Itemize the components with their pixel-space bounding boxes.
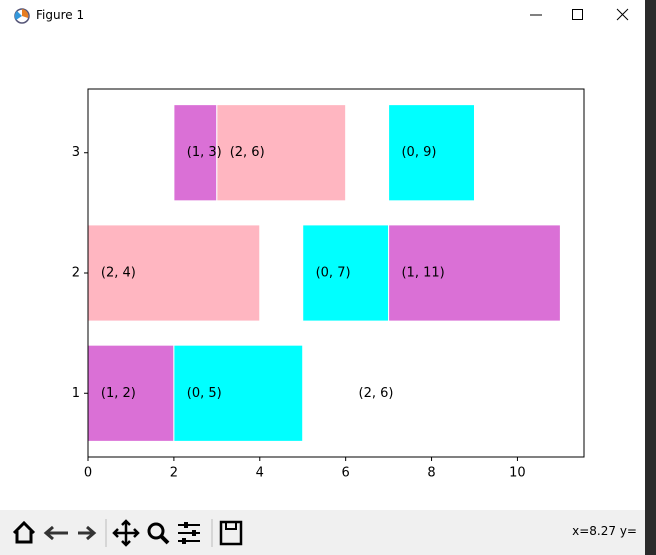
bar [87, 224, 261, 322]
bar-label: (1, 3) [187, 145, 222, 160]
bar-label: (2, 6) [359, 386, 394, 401]
bar [87, 344, 175, 442]
bar [173, 344, 304, 442]
toolbar: x=8.27 y= [0, 510, 645, 555]
bar-label: (0, 7) [316, 266, 351, 281]
title-bar: Figure 1 [0, 0, 645, 30]
y-tick-label: 3 [72, 145, 80, 160]
toolbar-buttons[interactable] [8, 513, 268, 553]
x-tick-label: 4 [256, 466, 264, 481]
app-icon [14, 8, 30, 24]
bar [216, 104, 347, 202]
bar-label: (2, 6) [230, 145, 265, 160]
x-tick-label: 6 [342, 466, 350, 481]
x-tick-label: 2 [170, 466, 178, 481]
x-tick-label: 0 [84, 466, 92, 481]
bar-label: (2, 4) [101, 266, 136, 281]
window-controls[interactable] [520, 0, 640, 30]
x-tick-label: 8 [427, 466, 435, 481]
bar-label: (1, 11) [401, 266, 444, 281]
bar [173, 104, 218, 202]
bar-label: (1, 2) [101, 386, 136, 401]
figure: (1, 2) (0, 5) (2, 6) (2, 4) (0, 7) (1, 11) (1,… [72, 88, 585, 481]
status-text: x=8.27 y= [572, 524, 637, 538]
y-tick-label: 2 [72, 266, 80, 281]
bar [388, 224, 561, 322]
bar [388, 104, 475, 202]
bar-label: (0, 5) [187, 386, 222, 401]
bar-label: (0, 9) [401, 145, 436, 160]
x-tick-label: 10 [509, 466, 526, 481]
bar [302, 224, 390, 322]
y-tick-label: 1 [72, 386, 80, 401]
window-title: Figure 1 [36, 8, 85, 22]
